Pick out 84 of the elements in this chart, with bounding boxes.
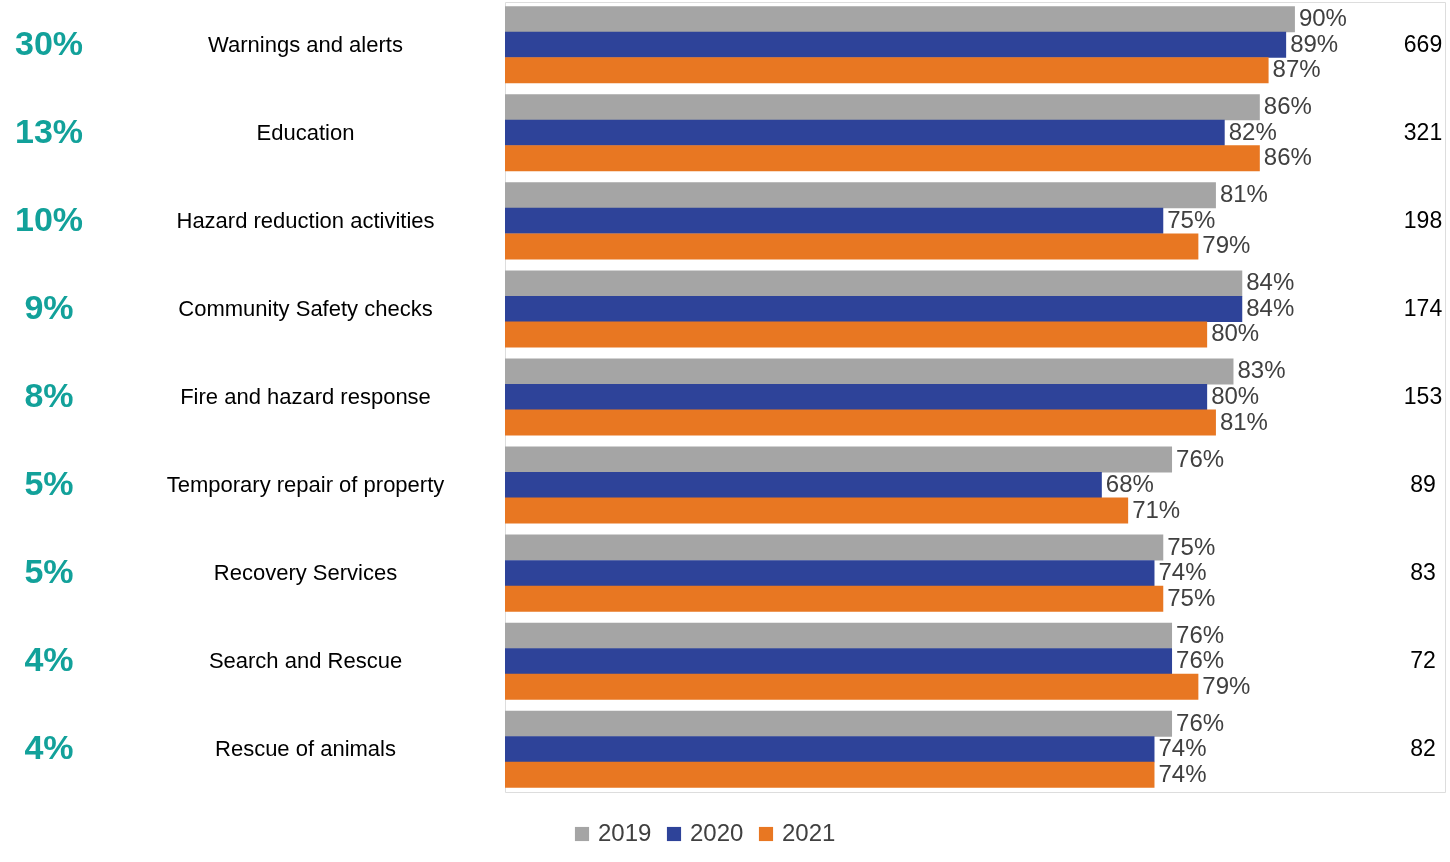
data-label: 71% (1132, 495, 1181, 523)
bar (505, 472, 1102, 499)
data-label: 84% (1246, 293, 1295, 321)
data-label: 75% (1167, 205, 1216, 233)
text: 10% (14, 199, 84, 238)
bar (505, 57, 1269, 84)
legend-label: 2019 (598, 819, 652, 846)
bar (505, 648, 1173, 675)
y-tick-label: Search and Rescue (208, 648, 403, 674)
text: 83 (1410, 559, 1436, 586)
data-label: 76% (1176, 620, 1225, 648)
text: 321 (1403, 118, 1443, 145)
bar (505, 761, 1155, 788)
bar (505, 207, 1164, 234)
bar (505, 710, 1173, 737)
text: 4% (24, 728, 74, 767)
text: 8% (24, 376, 74, 414)
data-label: 68% (1105, 470, 1154, 498)
bar (505, 321, 1208, 348)
bar (505, 358, 1234, 385)
data-label: 81% (1219, 180, 1268, 208)
data-label: 89% (1290, 29, 1339, 57)
bar (505, 94, 1260, 121)
bar (505, 182, 1216, 209)
text: 4% (24, 640, 74, 679)
data-label: 87% (1272, 55, 1321, 83)
data-label: 74% (1158, 734, 1207, 762)
y-tick-label: Hazard reduction activities (176, 207, 435, 233)
data-label: 82% (1228, 117, 1277, 145)
data-label: 83% (1237, 356, 1286, 384)
data-label: 81% (1219, 407, 1268, 435)
bar (505, 497, 1129, 524)
y-tick-label: Rescue of animals (215, 736, 396, 762)
y-tick-label: Recovery Services (213, 560, 398, 586)
bar (505, 534, 1164, 561)
bar (505, 446, 1173, 473)
text: 13% (14, 111, 84, 150)
bar (505, 560, 1155, 587)
bar (505, 31, 1287, 58)
data-label: 76% (1176, 646, 1225, 674)
bar (505, 736, 1155, 763)
text: 174 (1403, 294, 1443, 321)
text: 72 (1410, 647, 1436, 674)
data-label: 86% (1263, 92, 1312, 120)
bar (505, 384, 1208, 410)
data-label: 80% (1211, 319, 1260, 347)
text: 153 (1403, 383, 1443, 409)
data-label: 84% (1246, 268, 1295, 296)
data-label: 74% (1158, 759, 1207, 787)
y-tick-label: Community Safety checks (178, 295, 433, 321)
y-tick-label: Warnings and alerts (208, 31, 403, 57)
text: 5% (24, 552, 74, 591)
data-label: 74% (1158, 558, 1207, 586)
data-label: 76% (1176, 444, 1225, 472)
text: 5% (24, 464, 74, 503)
y-tick-label: Education (256, 119, 355, 145)
data-label: 76% (1176, 708, 1225, 736)
text: 82 (1410, 735, 1436, 762)
y-tick-label: Temporary repair of property (166, 472, 445, 498)
bar (505, 585, 1164, 612)
legend-label: 2021 (782, 819, 836, 846)
data-label: 75% (1167, 583, 1216, 611)
data-label: 90% (1298, 4, 1347, 32)
text: 669 (1403, 30, 1443, 57)
data-label: 86% (1263, 143, 1312, 171)
data-label: 79% (1202, 671, 1251, 699)
bar (505, 409, 1216, 436)
data-label: 75% (1167, 532, 1216, 560)
data-label: 79% (1202, 231, 1251, 259)
text: 89 (1410, 471, 1436, 498)
bar (505, 270, 1243, 297)
text: 30% (14, 23, 84, 62)
bar (505, 119, 1225, 146)
bar (505, 6, 1295, 33)
text: 9% (24, 287, 74, 326)
data-label: 80% (1211, 382, 1260, 409)
bar (505, 145, 1260, 172)
bar (505, 673, 1199, 700)
bar (505, 233, 1199, 260)
legend-label: 2020 (690, 819, 744, 846)
bar (505, 622, 1173, 649)
text: 198 (1403, 206, 1443, 233)
y-tick-label: Fire and hazard response (180, 384, 431, 409)
bar (505, 295, 1243, 322)
